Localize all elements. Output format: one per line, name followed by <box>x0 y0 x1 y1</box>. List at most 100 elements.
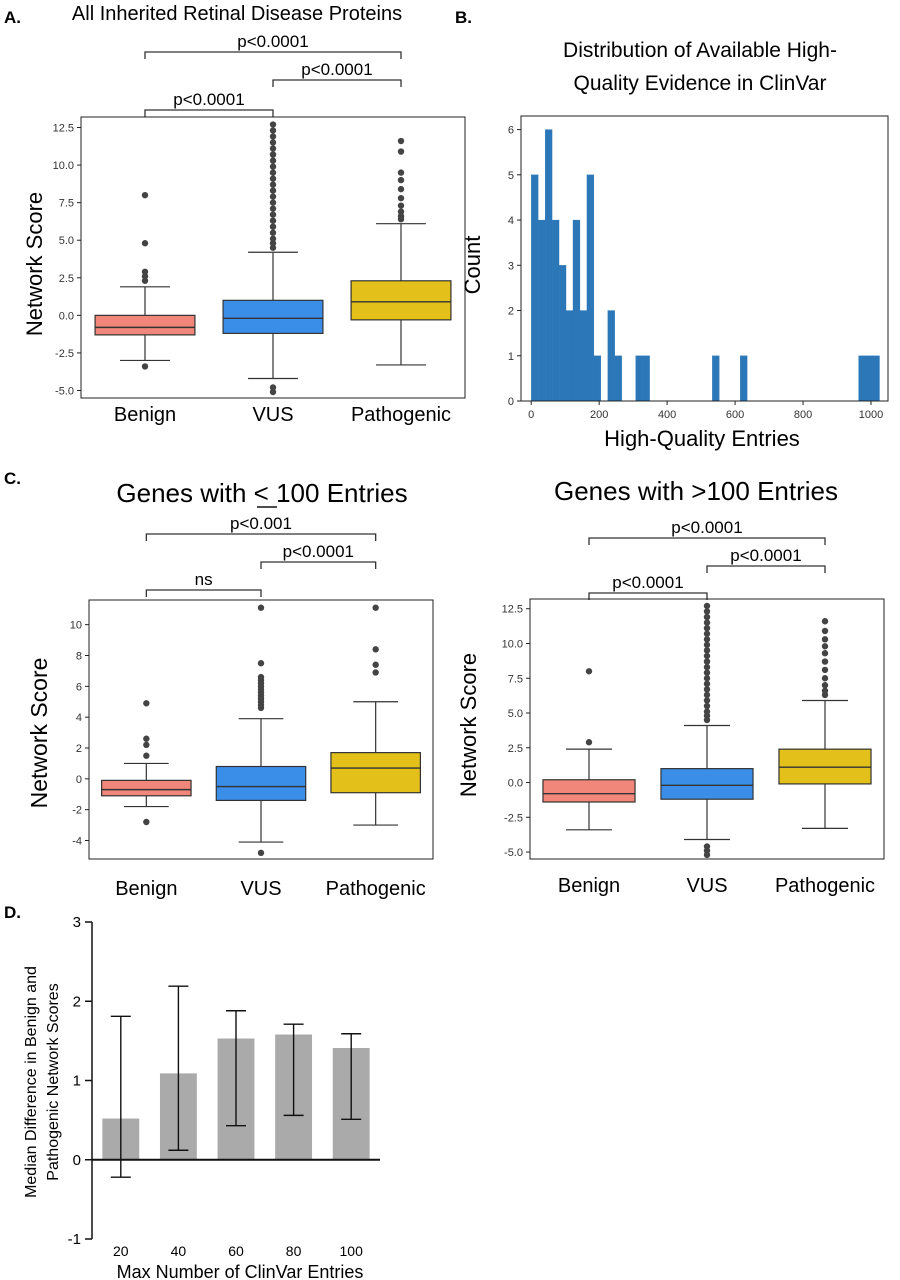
histogram-bar <box>858 355 866 402</box>
outlier-point <box>397 208 405 215</box>
chart-title-line: Distribution of Available High- <box>563 39 837 62</box>
outlier-point <box>269 169 277 176</box>
box-iqr <box>101 779 192 797</box>
outlier-point <box>257 604 265 611</box>
outlier-point <box>269 151 277 158</box>
outlier-point <box>703 702 711 710</box>
y-tick-label: 0 <box>508 396 514 408</box>
outlier-point <box>143 818 150 826</box>
y-tick-label: -4 <box>72 836 82 848</box>
y-tick-label: 4 <box>76 712 82 724</box>
significance-label: p<0.0001 <box>612 573 683 592</box>
box-benign <box>101 700 192 826</box>
histogram-bar <box>872 355 880 402</box>
x-category-label: Pathogenic <box>775 875 875 897</box>
histogram-bar <box>572 219 581 402</box>
outlier-point <box>257 704 265 712</box>
histogram-bar <box>740 355 748 402</box>
x-tick-label: 1000 <box>859 409 883 421</box>
outlier-point <box>269 163 277 170</box>
outlier-point <box>269 223 277 230</box>
chart-1: B. Distribution of Available High- Quality… <box>455 8 889 451</box>
outlier-point <box>397 137 405 145</box>
outlier-point <box>703 697 711 704</box>
x-tick-label: 60 <box>228 1243 244 1259</box>
significance-label: p<0.001 <box>230 514 292 533</box>
x-tick-label: 20 <box>113 1243 129 1259</box>
y-tick-label: 4 <box>508 215 514 227</box>
outlier-point <box>821 666 829 674</box>
box-iqr <box>222 299 324 334</box>
y-tick-label: 10.0 <box>53 160 74 172</box>
box-iqr <box>330 752 421 794</box>
outlier-point <box>703 624 711 632</box>
chart-title: Genes with < 100 Entries <box>116 478 407 508</box>
box-benign <box>94 191 196 370</box>
y-axis-label: Count <box>460 236 485 295</box>
plot-frame <box>529 598 885 860</box>
outlier-point <box>269 181 277 188</box>
y-tick-label: 5.0 <box>59 235 74 247</box>
x-axis-label: High-Quality Entries <box>604 426 800 451</box>
x-category-label: VUS <box>252 404 293 426</box>
x-category-label: VUS <box>240 878 281 900</box>
outlier-point <box>269 127 277 134</box>
y-tick-label: -5.0 <box>504 847 523 859</box>
outlier-point <box>703 675 711 682</box>
x-tick-label: 100 <box>340 1243 364 1259</box>
y-tick-label: 3 <box>73 914 81 931</box>
outlier-point <box>703 619 711 626</box>
y-tick-label: -1 <box>68 1231 81 1248</box>
outlier-point <box>703 608 711 615</box>
box-iqr <box>542 779 636 803</box>
chart-2: C. Genes with < 100 Entries p<0.001 p<0.000… <box>4 469 434 900</box>
panel-label: C. <box>4 469 21 488</box>
histogram-bar <box>635 355 643 402</box>
y-tick-label: 2 <box>73 993 81 1010</box>
box-pathogenic <box>350 137 452 366</box>
y-tick-label: 2.5 <box>508 743 523 755</box>
outlier-point <box>269 205 277 212</box>
outlier-point <box>269 388 277 396</box>
box-pathogenic <box>778 618 872 830</box>
significance-label: ns <box>195 570 213 589</box>
outlier-point <box>269 217 277 224</box>
outlier-point <box>585 668 593 675</box>
y-tick-label: 2.5 <box>59 273 74 285</box>
histogram-bar <box>712 355 720 402</box>
outlier-point <box>372 661 379 668</box>
significance-bracket <box>272 79 402 87</box>
box-vus <box>660 602 754 859</box>
outlier-point <box>703 652 711 660</box>
outlier-point <box>141 277 149 284</box>
x-tick-label: 0 <box>528 409 534 421</box>
outlier-point <box>703 851 711 859</box>
outlier-point <box>141 240 149 247</box>
outlier-point <box>372 604 379 611</box>
outlier-point <box>269 139 277 146</box>
outlier-point <box>141 363 149 370</box>
chart-title-line: Quality Evidence in ClinVar <box>574 72 827 95</box>
outlier-point <box>821 691 829 699</box>
x-tick-label: 200 <box>590 409 608 421</box>
y-tick-label: 0.0 <box>508 778 523 790</box>
outlier-point <box>269 384 277 391</box>
outlier-point <box>269 121 277 128</box>
outlier-point <box>143 735 150 742</box>
outlier-point <box>821 682 829 689</box>
y-tick-label: 6 <box>508 125 514 137</box>
chart-3: Genes with >100 Entries p<0.0001 p<0.0001 p… <box>456 476 885 897</box>
y-tick-label: 10.0 <box>502 638 523 650</box>
panel-label: A. <box>4 8 21 27</box>
significance-label: p<0.0001 <box>301 60 372 79</box>
y-tick-label: 2 <box>508 306 514 318</box>
outlier-point <box>143 700 150 707</box>
outlier-point <box>703 680 711 688</box>
histogram-bar <box>865 355 873 402</box>
outlier-point <box>397 202 405 209</box>
significance-bracket <box>145 589 262 597</box>
outlier-point <box>821 627 829 635</box>
histogram-bar <box>565 310 574 402</box>
significance-bracket <box>144 51 402 59</box>
